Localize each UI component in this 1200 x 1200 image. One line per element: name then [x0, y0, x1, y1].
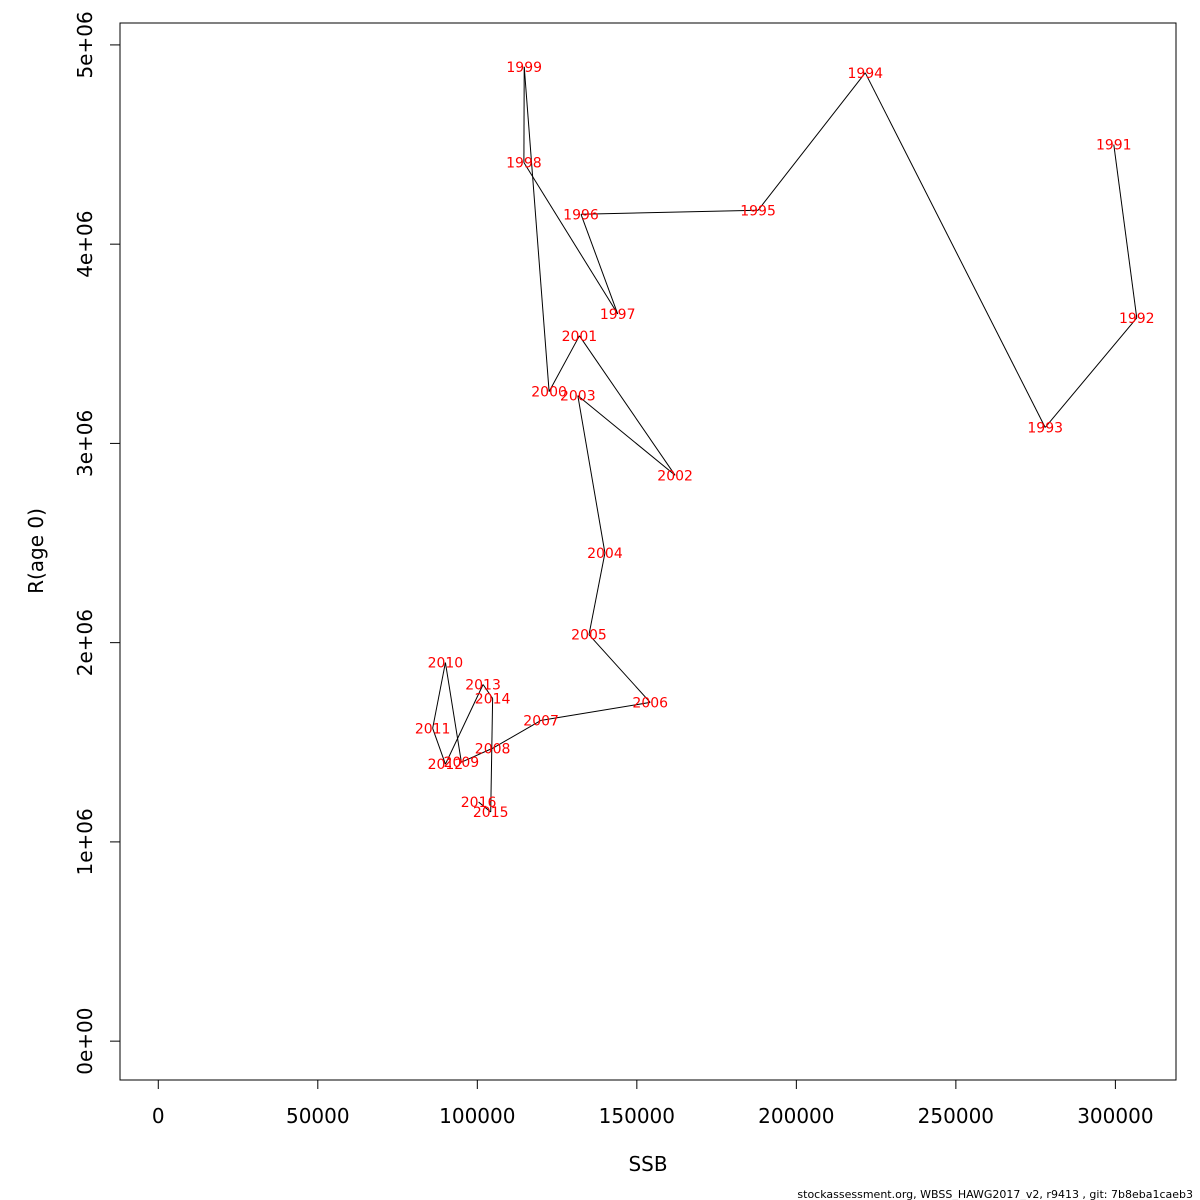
series-segment — [577, 395, 676, 476]
series-lines — [432, 66, 1138, 813]
series-segment — [492, 719, 542, 749]
series-segment — [482, 684, 494, 699]
series-segment — [578, 335, 676, 476]
y-axis: 0e+00 1e+06 2e+06 3e+06 4e+06 5e+06 — [73, 11, 121, 1075]
series-segment — [541, 701, 651, 721]
x-tick-label: 100000 — [439, 1104, 515, 1128]
point-label-1996: 1996 — [563, 207, 599, 223]
y-tick-label: 3e+06 — [73, 410, 97, 477]
series-segment — [588, 634, 651, 703]
x-tick-label: 50000 — [286, 1104, 350, 1128]
x-tick-label: 250000 — [918, 1104, 994, 1128]
series-segment — [432, 728, 446, 765]
series-segment — [461, 747, 493, 763]
point-label-2009: 2009 — [444, 755, 480, 771]
y-tick-label: 2e+06 — [73, 609, 97, 676]
point-label-1995: 1995 — [740, 203, 776, 219]
y-tick-label: 4e+06 — [73, 211, 97, 278]
point-label-2013: 2013 — [465, 677, 501, 693]
footer-note: stockassessment.org, WBSS_HAWG2017_v2, r… — [797, 1188, 1193, 1200]
series-segment — [490, 698, 494, 813]
point-label-1991: 1991 — [1096, 138, 1132, 154]
y-tick-label: 1e+06 — [73, 808, 97, 875]
series-segment — [444, 684, 484, 765]
point-label-2006: 2006 — [632, 695, 668, 711]
series-segment — [1113, 144, 1138, 318]
series-segment — [548, 335, 580, 392]
point-label-2005: 2005 — [571, 628, 607, 644]
series-segment — [523, 66, 550, 392]
point-label-2001: 2001 — [562, 329, 598, 345]
point-label-1999: 1999 — [506, 60, 542, 76]
y-tick-label: 0e+00 — [73, 1008, 97, 1075]
series-segment — [864, 72, 1046, 428]
point-label-2000: 2000 — [531, 385, 567, 401]
point-label-2003: 2003 — [560, 389, 596, 405]
point-label-2012: 2012 — [428, 757, 464, 773]
point-label-2008: 2008 — [475, 741, 511, 757]
point-label-2011: 2011 — [415, 721, 451, 737]
point-label-2004: 2004 — [587, 546, 623, 562]
point-label-2014: 2014 — [475, 691, 511, 707]
series-segment — [523, 162, 619, 315]
series-segment — [757, 72, 866, 211]
point-label-1993: 1993 — [1027, 420, 1063, 436]
x-axis-title: SSB — [628, 1152, 667, 1176]
series-segment — [444, 662, 462, 763]
series-segment — [580, 214, 619, 315]
point-label-1994: 1994 — [847, 66, 883, 82]
point-label-2010: 2010 — [428, 656, 464, 672]
x-tick-label: 300000 — [1077, 1104, 1153, 1128]
x-axis: 0 50000 100000 150000 200000 250000 300000 — [152, 1079, 1154, 1128]
x-tick-label: 200000 — [758, 1104, 834, 1128]
point-label-1992: 1992 — [1119, 311, 1155, 327]
point-label-2016: 2016 — [461, 795, 497, 811]
x-tick-label: 0 — [152, 1104, 165, 1128]
series-segment — [432, 662, 446, 729]
series-segment — [580, 209, 759, 215]
point-label-1997: 1997 — [600, 307, 636, 323]
series-segment — [588, 552, 606, 635]
series-segment — [478, 801, 492, 813]
series-segment — [1044, 317, 1138, 428]
point-label-2002: 2002 — [657, 468, 693, 484]
point-label-2015: 2015 — [473, 805, 509, 821]
point-label-1998: 1998 — [506, 155, 542, 171]
point-label-2007: 2007 — [523, 713, 559, 729]
series-labels: 1991 1992 1993 1994 1995 1996 1997 1998 1999 2000… — [415, 60, 1155, 821]
y-axis-title: R(age 0) — [24, 508, 48, 594]
series-segment — [577, 395, 606, 554]
x-tick-label: 150000 — [599, 1104, 675, 1128]
y-tick-label: 5e+06 — [73, 11, 97, 78]
plot-frame — [119, 22, 1177, 1081]
